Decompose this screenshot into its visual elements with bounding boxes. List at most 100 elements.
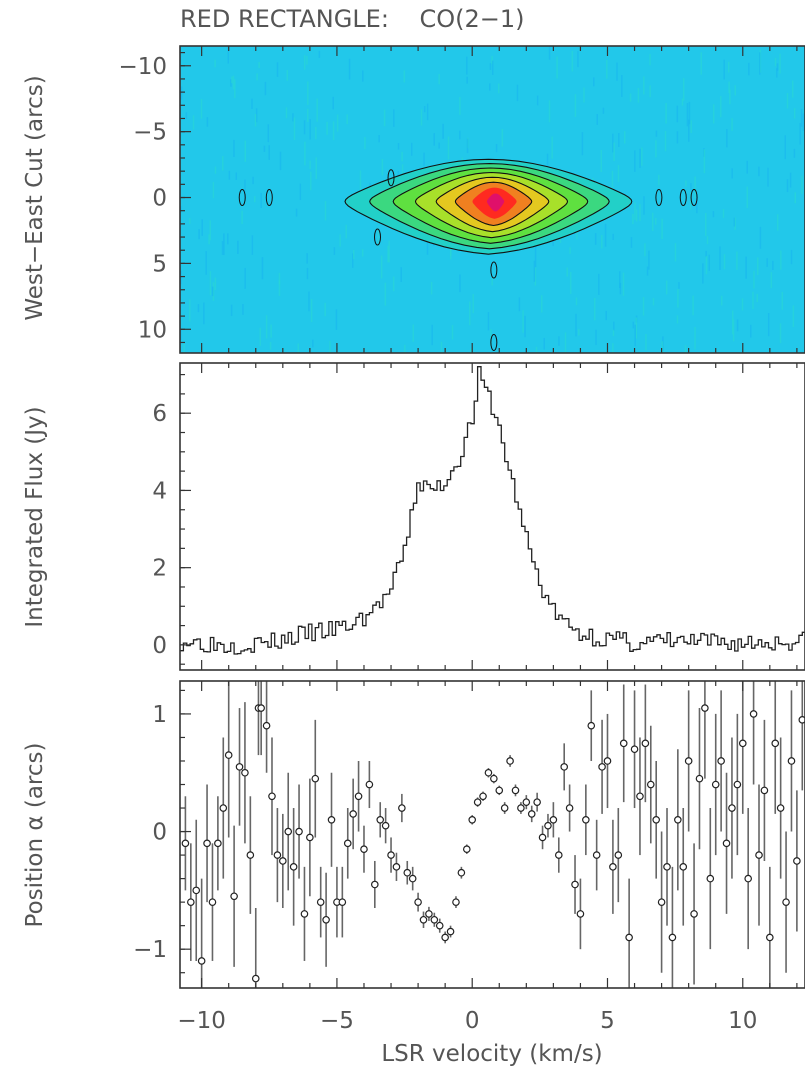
position-data-point bbox=[776, 804, 785, 812]
position-data-point bbox=[262, 721, 271, 730]
pv-noise bbox=[779, 53, 781, 74]
pv-noise bbox=[258, 62, 260, 69]
pv-noise bbox=[299, 183, 302, 201]
pv-noise bbox=[278, 272, 281, 285]
position-data-point bbox=[603, 757, 612, 765]
pv-noise bbox=[308, 291, 310, 312]
position-data-point bbox=[197, 957, 206, 965]
pv-noise bbox=[235, 172, 238, 180]
pv-noise bbox=[309, 119, 311, 140]
pv-noise-contour bbox=[387, 169, 395, 187]
pv-noise bbox=[632, 321, 635, 329]
pv-noise bbox=[736, 251, 738, 270]
position-data-point bbox=[246, 851, 255, 859]
position-data-point bbox=[251, 974, 260, 983]
pv-noise bbox=[255, 108, 258, 123]
pv-noise bbox=[789, 172, 792, 188]
pv-noise bbox=[548, 46, 551, 60]
pv-noise-contour bbox=[690, 189, 698, 207]
position-data-point bbox=[625, 933, 633, 942]
pv-noise bbox=[264, 81, 267, 96]
pv-noise bbox=[412, 324, 415, 342]
pv-noise bbox=[612, 343, 614, 353]
pv-noise bbox=[430, 281, 433, 295]
pv-noise-contour bbox=[490, 333, 498, 351]
position-data-point bbox=[544, 821, 552, 830]
pv-noise bbox=[346, 114, 348, 125]
pv-noise bbox=[723, 59, 725, 80]
pv-noise bbox=[223, 233, 225, 256]
position-data-point bbox=[636, 792, 644, 801]
pv-noise bbox=[655, 140, 657, 158]
position-data-point bbox=[468, 815, 477, 824]
pv-noise bbox=[268, 145, 270, 160]
pv-noise bbox=[188, 299, 191, 322]
pv-noise bbox=[558, 336, 560, 346]
position-data-point bbox=[549, 815, 558, 824]
pv-noise bbox=[410, 142, 413, 156]
position-data-point bbox=[338, 898, 347, 906]
position-data-point bbox=[403, 868, 412, 877]
pv-noise bbox=[793, 148, 796, 158]
pv-noise bbox=[678, 282, 680, 289]
pv-noise bbox=[759, 226, 762, 249]
pv-noise bbox=[690, 183, 692, 192]
position-data-point bbox=[782, 898, 790, 906]
position-data-point bbox=[446, 927, 455, 936]
pv-noise bbox=[306, 55, 308, 65]
pv-noise bbox=[612, 329, 615, 337]
pv-noise bbox=[447, 136, 450, 160]
position-data-point bbox=[219, 804, 228, 812]
pv-noise bbox=[621, 75, 623, 98]
pv-noise bbox=[792, 305, 795, 328]
position-data-point bbox=[387, 851, 395, 859]
pv-noise bbox=[648, 250, 650, 270]
pv-noise bbox=[533, 260, 536, 282]
pv-noise bbox=[393, 109, 395, 127]
pv-noise bbox=[617, 165, 620, 183]
position-data-point bbox=[208, 898, 217, 906]
position-data-point bbox=[490, 774, 498, 783]
pv-noise bbox=[655, 130, 658, 137]
pv-noise bbox=[688, 119, 690, 142]
pv-noise bbox=[639, 148, 641, 168]
pv-noise bbox=[221, 241, 224, 255]
position-data-point bbox=[560, 763, 568, 771]
pv-noise bbox=[423, 152, 425, 166]
pv-noise bbox=[401, 151, 403, 162]
pv-noise bbox=[766, 258, 768, 267]
pv-noise bbox=[244, 267, 246, 289]
pv-noise bbox=[540, 295, 543, 313]
position-data-point bbox=[300, 910, 309, 918]
pv-noise bbox=[790, 249, 793, 265]
pv-noise bbox=[752, 291, 754, 310]
position-data-point bbox=[327, 815, 336, 824]
pv-noise bbox=[651, 212, 654, 231]
position-data-point bbox=[674, 815, 682, 824]
pv-noise bbox=[254, 114, 257, 127]
position-data-point bbox=[641, 739, 650, 748]
position-data-point bbox=[316, 898, 325, 906]
pv-noise-contour bbox=[265, 189, 273, 207]
position-data-point bbox=[766, 933, 774, 942]
pv-noise bbox=[214, 59, 216, 68]
pv-noise bbox=[230, 304, 233, 317]
position-data-point bbox=[733, 780, 742, 789]
pv-noise bbox=[315, 157, 318, 180]
pv-noise bbox=[384, 282, 387, 306]
pv-noise bbox=[583, 87, 585, 103]
pv-noise bbox=[731, 168, 733, 179]
position-data-point bbox=[630, 745, 639, 754]
pv-noise bbox=[641, 147, 643, 166]
position-data-point bbox=[684, 757, 693, 765]
pv-noise bbox=[802, 113, 805, 131]
pv-noise bbox=[712, 104, 715, 124]
position-data-point bbox=[749, 710, 758, 718]
pv-noise bbox=[237, 240, 239, 254]
pv-noise bbox=[619, 282, 622, 295]
position-data-point bbox=[760, 786, 769, 795]
flux-ytick-label: 4 bbox=[152, 478, 167, 504]
pv-noise bbox=[324, 201, 327, 221]
pv-noise bbox=[700, 52, 703, 75]
pv-noise bbox=[489, 63, 492, 70]
